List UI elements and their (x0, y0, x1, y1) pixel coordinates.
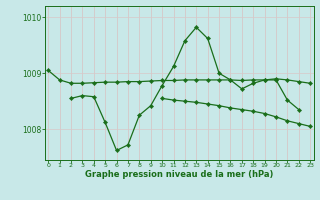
X-axis label: Graphe pression niveau de la mer (hPa): Graphe pression niveau de la mer (hPa) (85, 170, 273, 179)
